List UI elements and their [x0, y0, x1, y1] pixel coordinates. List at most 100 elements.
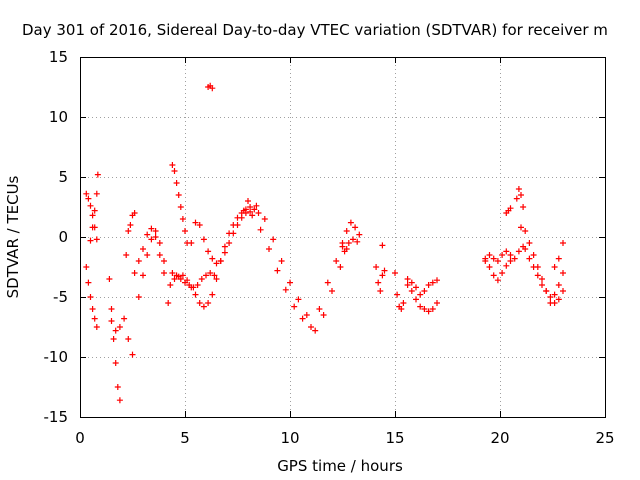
data-point: [140, 272, 146, 279]
data-point: [211, 272, 218, 279]
data-point: [129, 351, 136, 358]
data-point: [209, 291, 216, 298]
data-point: [507, 205, 514, 212]
data-point: [534, 272, 541, 279]
data-point: [551, 291, 558, 298]
data-point: [171, 276, 178, 282]
data-point: [381, 267, 388, 274]
data-point: [291, 303, 298, 310]
data-point: [526, 255, 533, 262]
data-point: [207, 270, 214, 276]
data-point: [93, 236, 100, 243]
data-point: [188, 240, 195, 246]
data-point: [140, 246, 146, 252]
data-point: [341, 248, 348, 255]
data-point: [173, 272, 180, 279]
data-point: [83, 190, 90, 197]
data-point: [186, 282, 193, 288]
data-point: [320, 312, 327, 318]
data-point: [196, 222, 203, 228]
data-point: [282, 286, 289, 293]
data-point: [515, 186, 522, 192]
data-point: [350, 236, 356, 243]
data-point: [555, 296, 562, 303]
data-point: [486, 252, 493, 258]
data-point: [303, 312, 310, 318]
data-point: [499, 252, 506, 258]
data-point: [108, 306, 115, 312]
data-point: [135, 294, 142, 300]
data-point: [494, 277, 501, 284]
data-point: [200, 236, 207, 243]
data-point: [490, 272, 497, 279]
data-point: [530, 264, 537, 270]
data-point: [413, 296, 419, 303]
data-point: [507, 258, 514, 264]
data-point: [156, 240, 163, 246]
data-point: [182, 279, 188, 286]
data-point: [112, 327, 119, 334]
data-point: [161, 258, 167, 264]
data-point: [144, 252, 151, 258]
data-point: [152, 228, 159, 234]
data-point: [421, 288, 428, 294]
data-point: [179, 272, 186, 279]
data-point: [560, 288, 566, 294]
data-point: [190, 284, 197, 291]
data-point: [551, 264, 558, 270]
data-point: [165, 300, 172, 306]
data-point: [131, 270, 138, 276]
data-point: [238, 214, 245, 221]
data-point: [482, 255, 489, 262]
data-point: [89, 306, 96, 312]
data-point: [192, 291, 199, 298]
x-tick-label: 5: [180, 429, 190, 447]
data-point: [343, 228, 350, 234]
data-point: [522, 228, 529, 234]
data-point: [89, 212, 96, 219]
data-point: [339, 240, 346, 246]
data-point: [116, 397, 123, 404]
data-point: [110, 336, 117, 342]
chart-title: Day 301 of 2016, Sidereal Day-to-day VTE…: [22, 21, 608, 39]
data-point: [539, 282, 545, 288]
data-point: [209, 85, 216, 92]
data-point: [347, 219, 354, 226]
data-point: [253, 202, 260, 209]
data-point: [486, 264, 493, 270]
data-point: [91, 315, 98, 322]
data-point: [526, 240, 533, 246]
data-point: [560, 240, 566, 246]
data-point: [337, 264, 344, 270]
data-point: [123, 252, 130, 258]
data-point: [221, 249, 228, 256]
data-point: [114, 384, 121, 390]
data-point: [127, 222, 134, 228]
data-point: [198, 276, 205, 282]
plot-frame: [80, 57, 606, 418]
data-point: [261, 216, 268, 222]
x-tick-label: 0: [75, 429, 85, 447]
data-point: [503, 248, 510, 255]
data-point: [171, 168, 178, 174]
data-point: [125, 336, 132, 342]
data-point: [408, 279, 415, 286]
data-point: [392, 270, 398, 276]
data-point: [394, 291, 401, 298]
data-point: [156, 252, 163, 258]
data-point: [421, 306, 428, 312]
data-point: [106, 276, 113, 282]
data-point: [518, 224, 524, 231]
data-point: [112, 360, 119, 366]
data-point: [429, 279, 436, 286]
data-point: [203, 272, 209, 279]
data-point: [543, 288, 550, 294]
data-point: [377, 288, 384, 294]
data-point: [503, 262, 510, 269]
data-point: [192, 219, 199, 226]
data-point: [240, 207, 247, 214]
data-point: [93, 324, 100, 330]
data-point: [234, 222, 241, 228]
data-point: [121, 315, 128, 322]
